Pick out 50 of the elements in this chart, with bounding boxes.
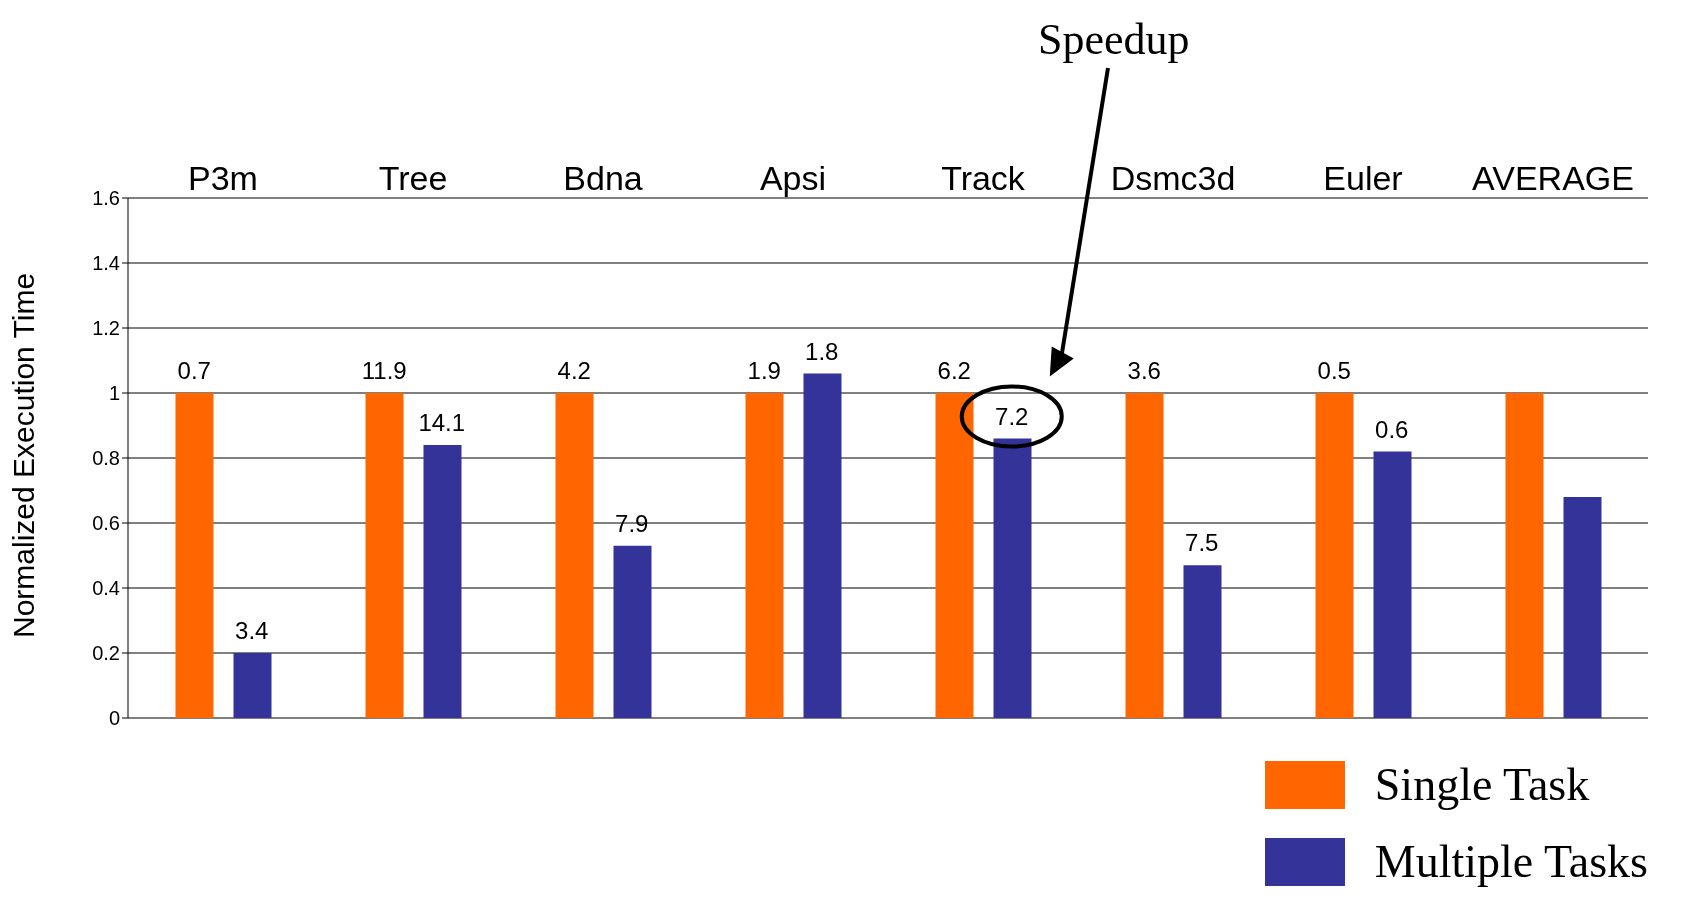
x-tick-label: Apsi bbox=[759, 159, 827, 197]
bar bbox=[1125, 393, 1164, 718]
bar bbox=[613, 545, 652, 718]
x-tick-label: Bdna bbox=[563, 159, 643, 197]
x-tick-label: Euler bbox=[1323, 159, 1403, 197]
text: Speedup bbox=[1038, 14, 1190, 65]
bar bbox=[423, 445, 462, 718]
y-axis-title: Normalized Execution Time bbox=[6, 272, 40, 638]
annotation: 7.2 bbox=[995, 402, 1029, 430]
annotation: 3.4 bbox=[235, 617, 269, 644]
y-tick-label: 0.4 bbox=[92, 577, 120, 600]
bar bbox=[935, 393, 974, 718]
bar bbox=[803, 373, 842, 718]
y-tick-label: 1 bbox=[108, 382, 120, 405]
x-tick-label: Tree bbox=[378, 159, 448, 197]
x-tick-label: AVERAGE bbox=[1472, 159, 1634, 197]
y-tick-label: 0.2 bbox=[92, 642, 120, 665]
annotation: 11.9 bbox=[361, 357, 407, 384]
annotation: 1.8 bbox=[805, 337, 839, 365]
x-tick-label: P3m bbox=[188, 159, 258, 197]
annotation: 4.2 bbox=[557, 357, 591, 384]
bar bbox=[745, 393, 784, 718]
y-tick-label: 1.2 bbox=[92, 317, 120, 340]
legend-label: Single Task bbox=[1374, 758, 1590, 811]
x-tick-label: Track bbox=[941, 159, 1026, 197]
annotation: 1.9 bbox=[747, 357, 781, 384]
y-tick-label: 0.6 bbox=[92, 512, 120, 535]
y-tick-label: 0 bbox=[108, 707, 120, 730]
annotation: 14.1 bbox=[418, 409, 466, 436]
bar bbox=[1563, 497, 1602, 718]
annotation: 0.7 bbox=[177, 357, 211, 384]
y-tick-label: 0.8 bbox=[92, 447, 120, 470]
bar bbox=[365, 393, 404, 718]
x-tick-label: Dsmc3d bbox=[1110, 159, 1236, 197]
annotation: 0.5 bbox=[1317, 357, 1351, 384]
bar bbox=[233, 653, 272, 718]
annotation: 7.5 bbox=[1185, 529, 1219, 557]
bar bbox=[555, 393, 594, 718]
annotation: 3.6 bbox=[1127, 357, 1161, 384]
annotation: 0.6 bbox=[1375, 415, 1409, 443]
bar bbox=[1183, 565, 1222, 718]
bar bbox=[1315, 393, 1354, 718]
bar bbox=[1505, 393, 1544, 718]
legend-label: Multiple Tasks bbox=[1374, 835, 1648, 888]
bar bbox=[1373, 451, 1412, 718]
bar bbox=[175, 393, 214, 718]
annotation: 7.9 bbox=[615, 509, 649, 537]
y-tick-label: 1.6 bbox=[92, 187, 120, 210]
y-tick-label: 1.4 bbox=[92, 252, 120, 275]
annotation: 6.2 bbox=[937, 357, 971, 384]
